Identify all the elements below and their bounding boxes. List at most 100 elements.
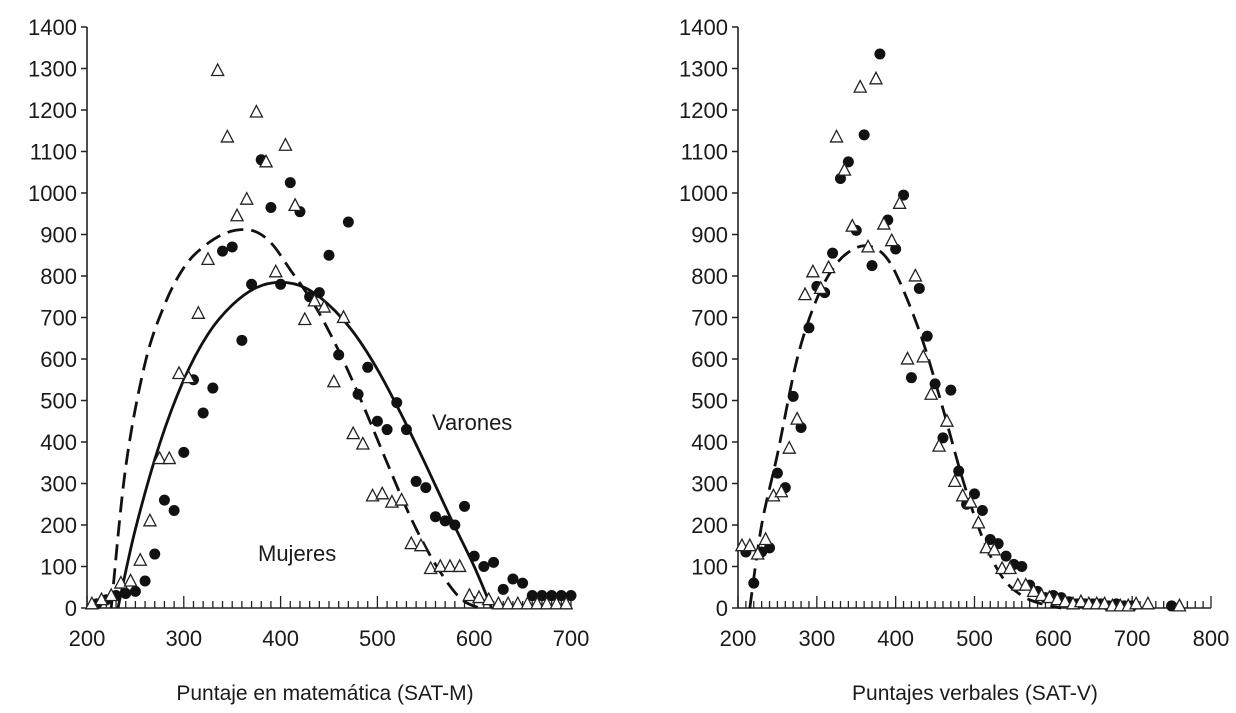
- y-tick-label: 1000: [679, 181, 728, 206]
- data-point-circle: [905, 372, 917, 384]
- y-tick-label: 400: [40, 430, 77, 455]
- data-point-circle: [333, 349, 345, 361]
- data-point-triangle: [876, 216, 891, 230]
- y-tick-label: 600: [691, 347, 728, 372]
- data-point-circle: [929, 378, 941, 390]
- data-point-circle: [478, 561, 490, 572]
- data-point-triangle: [947, 473, 962, 488]
- x-tick-label: 600: [1035, 626, 1072, 651]
- data-point-circle: [488, 556, 500, 568]
- data-point-triangle: [365, 487, 380, 502]
- data-point-triangle: [939, 413, 955, 427]
- data-point-triangle: [210, 62, 225, 77]
- data-point-circle: [217, 245, 229, 257]
- data-point-triangle: [181, 369, 196, 384]
- data-point-circle: [362, 361, 374, 373]
- data-point-triangle: [113, 575, 129, 589]
- data-point-circle: [236, 334, 248, 346]
- data-point-triangle: [837, 162, 852, 176]
- data-point-triangle: [84, 595, 99, 610]
- y-tick-label: 500: [691, 389, 728, 414]
- x-axis-title: Puntaje en matemática (SAT-M): [176, 682, 473, 705]
- data-point-triangle: [433, 558, 448, 573]
- data-point-triangle: [258, 153, 274, 168]
- y-tick-label: 800: [691, 264, 728, 289]
- data-point-triangle: [500, 595, 516, 610]
- y-tick-label: 0: [716, 596, 728, 621]
- data-point-triangle: [268, 263, 283, 278]
- y-tick-label: 1200: [28, 98, 77, 123]
- data-point-triangle: [355, 436, 371, 450]
- data-point-circle: [352, 388, 364, 400]
- data-point-triangle: [1128, 595, 1144, 610]
- data-point-triangle: [1097, 595, 1112, 610]
- data-point-triangle: [142, 512, 158, 527]
- data-point-triangle: [821, 259, 836, 274]
- data-point-circle: [913, 282, 925, 294]
- data-point-circle: [371, 415, 383, 427]
- data-point-triangle: [900, 350, 915, 365]
- data-point-triangle: [797, 286, 813, 301]
- data-point-triangle: [845, 218, 860, 232]
- data-point-triangle: [239, 191, 254, 205]
- data-point-circle: [874, 48, 886, 60]
- data-point-triangle: [758, 531, 773, 546]
- data-point-triangle: [908, 267, 923, 282]
- data-point-circle: [168, 504, 180, 516]
- data-point-triangle: [452, 558, 467, 573]
- annotation-mujeres: Mujeres: [258, 541, 336, 566]
- data-point-triangle: [94, 591, 109, 606]
- data-point-triangle: [1050, 591, 1065, 606]
- data-point-triangle: [423, 560, 438, 575]
- data-point-circle: [555, 590, 567, 602]
- data-point-triangle: [1034, 587, 1049, 602]
- y-tick-label: 900: [691, 223, 728, 248]
- data-point-circle: [342, 216, 354, 228]
- x-tick-label: 300: [798, 626, 835, 651]
- data-point-circle: [129, 585, 141, 597]
- data-point-circle: [197, 407, 209, 419]
- data-point-triangle: [162, 450, 177, 465]
- x-tick-label: 600: [456, 626, 493, 651]
- data-point-triangle: [491, 595, 506, 610]
- data-point-triangle: [200, 251, 216, 266]
- data-point-triangle: [1042, 589, 1057, 604]
- data-point-circle: [158, 494, 170, 506]
- fit-curve-dashed: [109, 228, 480, 610]
- data-point-circle: [953, 465, 965, 477]
- data-point-triangle: [750, 546, 765, 560]
- data-point-triangle: [326, 373, 341, 388]
- data-point-triangle: [229, 207, 245, 222]
- data-point-triangle: [1172, 597, 1187, 612]
- data-point-triangle: [924, 386, 939, 400]
- data-point-circle: [120, 587, 132, 599]
- data-point-triangle: [384, 494, 400, 508]
- data-point-circle: [787, 390, 799, 402]
- y-tick-label: 700: [691, 306, 728, 331]
- y-tick-label: 500: [40, 389, 77, 414]
- data-point-triangle: [481, 591, 496, 606]
- data-point-triangle: [471, 589, 487, 604]
- data-point-circle: [921, 330, 933, 342]
- verbal-scores-chart: 0 100 200 300 400 500 600 700 800 900 1000 1100 1200…: [679, 15, 1229, 705]
- data-point-triangle: [278, 137, 293, 151]
- data-point-triangle: [916, 348, 931, 363]
- data-point-triangle: [413, 537, 429, 552]
- data-point-triangle: [133, 552, 148, 566]
- data-point-circle: [976, 504, 988, 516]
- x-tick-label: 200: [69, 626, 106, 651]
- y-tick-label: 200: [40, 513, 77, 538]
- data-point-triangle: [123, 573, 138, 587]
- data-point-triangle: [104, 587, 119, 602]
- x-axis-title: Puntajes verbales (SAT-V): [852, 682, 1098, 705]
- y-tick-label: 1100: [30, 140, 77, 165]
- data-point-circle: [284, 177, 296, 189]
- data-point-circle: [391, 397, 403, 409]
- data-point-triangle: [1058, 593, 1073, 608]
- data-point-circle: [265, 202, 277, 214]
- y-tick-label: 200: [691, 513, 728, 538]
- data-point-circle: [526, 590, 538, 602]
- data-point-circle: [400, 424, 412, 436]
- y-tick-label: 1300: [679, 57, 728, 82]
- data-point-circle: [945, 384, 957, 396]
